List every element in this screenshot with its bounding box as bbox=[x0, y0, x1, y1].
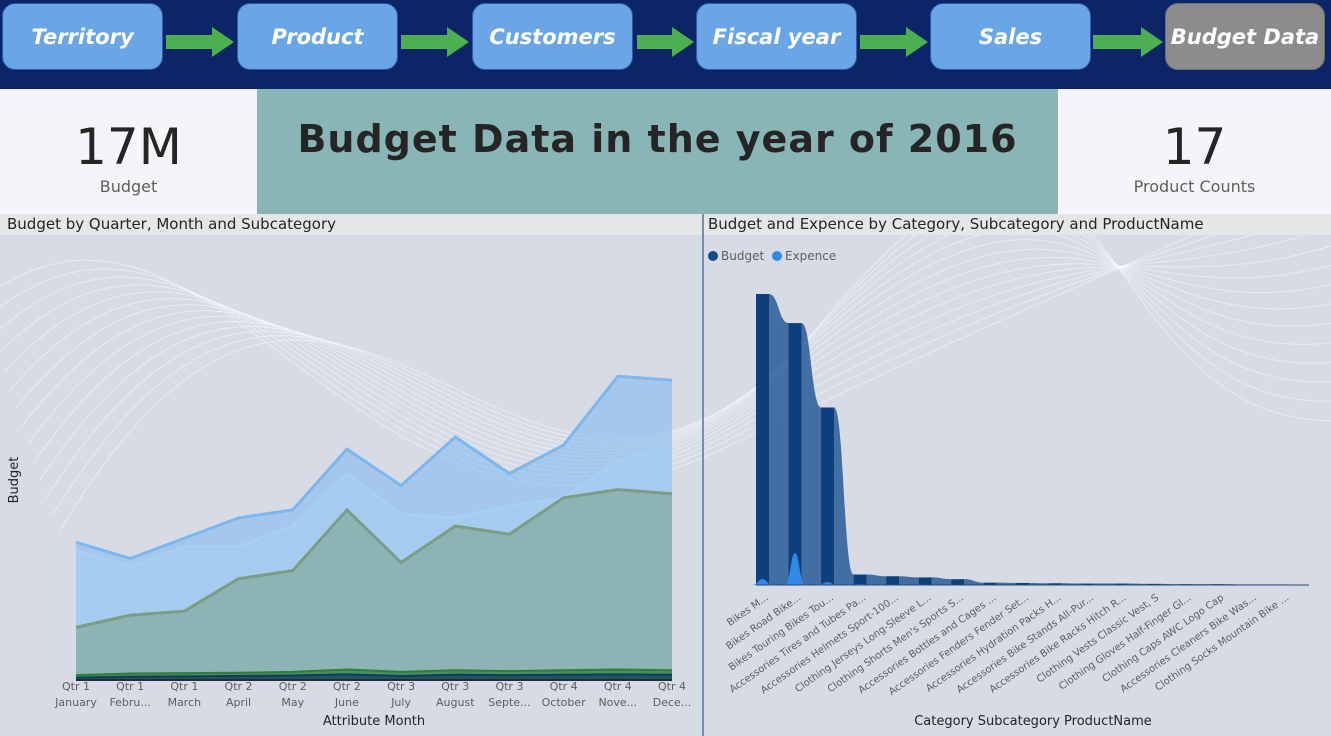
nav-button-budget-data[interactable]: Budget Data bbox=[1165, 3, 1325, 70]
x-tick-month-label: Septe... bbox=[488, 696, 530, 709]
x-tick-month-label: June bbox=[334, 696, 359, 709]
area-series-line[interactable] bbox=[75, 668, 673, 677]
x-tick-quarter-label: Qtr 2 bbox=[225, 680, 253, 693]
background-wave-line bbox=[15, 256, 1331, 461]
kpi-label: Budget bbox=[99, 177, 158, 196]
ribbon-connector bbox=[866, 574, 887, 585]
budget-bar[interactable] bbox=[1081, 583, 1095, 585]
arrow-right-icon bbox=[860, 27, 928, 57]
area-series-fill bbox=[76, 489, 672, 680]
x-tick-month-label: January bbox=[54, 696, 97, 709]
expence-bar[interactable] bbox=[752, 579, 773, 585]
budget-bar[interactable] bbox=[918, 577, 932, 585]
area-series-line[interactable] bbox=[75, 374, 673, 561]
report-title-box: Budget Data in the year of 2016 bbox=[257, 89, 1058, 214]
area-chart[interactable]: Qtr 1 January Qtr 1 Febru... Qtr 1 March Qtr 2… bbox=[0, 235, 702, 736]
legend-label[interactable]: Budget bbox=[721, 249, 764, 263]
nav-button-customers[interactable]: Customers bbox=[472, 3, 633, 70]
x-axis-title: Category Subcategory ProductName bbox=[914, 714, 1152, 729]
budget-bar[interactable] bbox=[886, 576, 900, 585]
budget-bar[interactable] bbox=[951, 579, 965, 585]
budget-bar[interactable] bbox=[1016, 582, 1030, 585]
ribbon-connector bbox=[899, 576, 919, 585]
chart-title: Budget and Expence by Category, Subcateg… bbox=[704, 214, 1331, 235]
ribbon-connector bbox=[834, 407, 854, 585]
expence-bar[interactable] bbox=[784, 552, 806, 585]
arrow-right-icon bbox=[166, 27, 234, 57]
legend-label[interactable]: Expence bbox=[785, 249, 836, 263]
ribbon-chart-panel[interactable]: Budget and Expence by Category, Subcateg… bbox=[704, 214, 1331, 736]
arrow-right-icon bbox=[401, 27, 469, 57]
ribbon-connector bbox=[964, 579, 984, 585]
x-tick-quarter-label: Qtr 2 bbox=[279, 680, 307, 693]
area-chart-panel[interactable]: Budget by Quarter, Month and Subcategory… bbox=[0, 214, 702, 736]
background-wave-line bbox=[3, 245, 1331, 469]
ribbon-connector bbox=[931, 577, 952, 585]
x-tick-quarter-label: Qtr 4 bbox=[604, 680, 632, 693]
area-series-line[interactable] bbox=[75, 673, 673, 679]
x-tick-quarter-label: Qtr 3 bbox=[387, 680, 415, 693]
area-series-line[interactable] bbox=[75, 488, 673, 629]
kpi-card-product-counts: 17 Product Counts bbox=[1058, 89, 1331, 214]
background-wave-line bbox=[33, 228, 1331, 463]
x-tick-quarter-label: Qtr 4 bbox=[658, 680, 686, 693]
kpi-value: 17 bbox=[1162, 118, 1227, 176]
ribbon-connector bbox=[801, 323, 822, 585]
budget-bar[interactable] bbox=[788, 323, 802, 585]
budget-bar[interactable] bbox=[853, 574, 867, 585]
background-wave-line bbox=[45, 206, 1331, 499]
legend-marker[interactable] bbox=[708, 251, 718, 261]
nav-button-sales[interactable]: Sales bbox=[930, 3, 1091, 70]
x-tick-month-label: Febru... bbox=[109, 696, 150, 709]
x-tick-month-label: October bbox=[542, 696, 586, 709]
y-axis-title: Budget bbox=[7, 457, 22, 504]
x-tick-quarter-label: Qtr 1 bbox=[62, 680, 90, 693]
x-tick-quarter-label: Qtr 3 bbox=[441, 680, 469, 693]
kpi-card-budget: 17M Budget bbox=[0, 89, 257, 214]
x-tick-month-label: July bbox=[390, 696, 411, 709]
x-tick-quarter-label: Qtr 2 bbox=[333, 680, 361, 693]
x-tick-month-label: August bbox=[436, 696, 475, 709]
background-wave-line bbox=[27, 239, 1331, 454]
ribbon-connector bbox=[1029, 582, 1049, 585]
budget-bar[interactable] bbox=[1048, 583, 1062, 585]
x-tick-quarter-label: Qtr 3 bbox=[495, 680, 523, 693]
area-series-line[interactable] bbox=[75, 443, 673, 569]
x-tick-month-label: May bbox=[281, 696, 304, 709]
budget-bar[interactable] bbox=[1113, 583, 1127, 585]
chart-title: Budget by Quarter, Month and Subcategory bbox=[0, 214, 702, 235]
x-tick-month-label: Dece... bbox=[653, 696, 692, 709]
page-title: Budget Data in the year of 2016 bbox=[297, 117, 1018, 161]
ribbon-connector bbox=[769, 294, 789, 585]
x-axis-title: Attribute Month bbox=[323, 714, 425, 729]
kpi-value: 17M bbox=[75, 118, 182, 176]
nav-button-product[interactable]: Product bbox=[237, 3, 398, 70]
x-tick-month-label: March bbox=[168, 696, 202, 709]
ribbon-connector bbox=[996, 582, 1017, 585]
budget-bar[interactable] bbox=[821, 407, 835, 585]
budget-bar[interactable] bbox=[1146, 583, 1160, 585]
arrow-right-icon bbox=[637, 27, 694, 57]
kpi-label: Product Counts bbox=[1133, 177, 1256, 196]
legend-marker[interactable] bbox=[772, 251, 782, 261]
expence-bar[interactable] bbox=[817, 582, 839, 585]
x-tick-month-label: April bbox=[226, 696, 251, 709]
nav-button-territory[interactable]: Territory bbox=[2, 3, 163, 70]
x-tick-quarter-label: Qtr 4 bbox=[550, 680, 578, 693]
nav-button-fiscal-year[interactable]: Fiscal year bbox=[696, 3, 857, 70]
arrow-right-icon bbox=[1093, 27, 1163, 57]
budget-bar[interactable] bbox=[983, 582, 997, 585]
panel-divider bbox=[702, 214, 704, 736]
background-wave-line bbox=[39, 218, 1331, 481]
budget-bar[interactable] bbox=[756, 294, 769, 585]
x-tick-quarter-label: Qtr 1 bbox=[170, 680, 198, 693]
x-tick-quarter-label: Qtr 1 bbox=[116, 680, 144, 693]
x-tick-month-label: Nove... bbox=[598, 696, 637, 709]
